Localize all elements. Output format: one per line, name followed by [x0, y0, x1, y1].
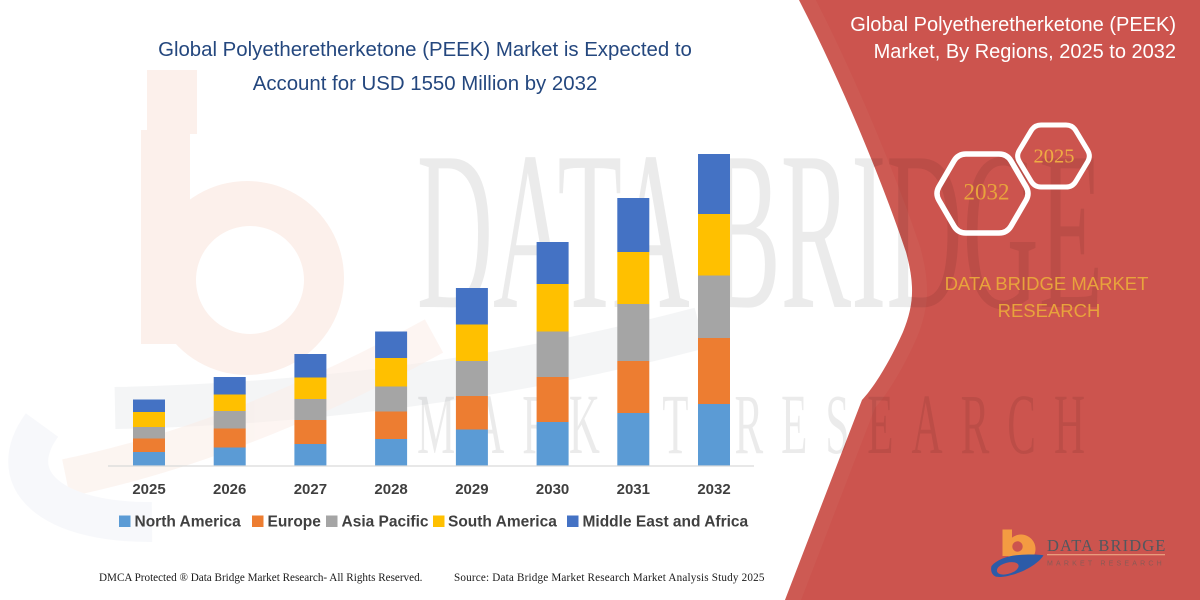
svg-text:Global Polyetheretherketone (P: Global Polyetheretherketone (PEEK) [850, 14, 1176, 36]
svg-text:Source: Data Bridge Market Res: Source: Data Bridge Market Research Mark… [454, 572, 765, 584]
svg-text:2032: 2032 [964, 180, 1010, 205]
svg-text:2029: 2029 [455, 481, 488, 498]
svg-text:North America: North America [135, 514, 242, 531]
svg-text:DATA BRIDGE MARKET: DATA BRIDGE MARKET [945, 273, 1149, 294]
svg-text:South America: South America [448, 514, 557, 531]
svg-text:2032: 2032 [697, 481, 730, 498]
svg-text:2025: 2025 [1034, 146, 1075, 168]
svg-text:2025: 2025 [132, 481, 165, 498]
svg-text:2030: 2030 [536, 481, 569, 498]
svg-text:Market, By Regions, 2025 to 20: Market, By Regions, 2025 to 2032 [874, 41, 1176, 63]
svg-text:MARKET RESEARCH: MARKET RESEARCH [417, 376, 1103, 472]
svg-text:DMCA Protected ® Data Bridge M: DMCA Protected ® Data Bridge Market Rese… [99, 572, 423, 584]
svg-text:RESEARCH: RESEARCH [998, 300, 1101, 321]
svg-text:2027: 2027 [294, 481, 327, 498]
svg-text:DATA BRIDGE: DATA BRIDGE [1047, 536, 1166, 555]
svg-text:Account for USD 1550 Million b: Account for USD 1550 Million by 2032 [253, 73, 598, 95]
svg-text:2026: 2026 [213, 481, 246, 498]
svg-text:Global Polyetheretherketone (P: Global Polyetheretherketone (PEEK) Marke… [158, 39, 692, 61]
svg-text:2031: 2031 [617, 481, 650, 498]
svg-text:Asia Pacific: Asia Pacific [342, 514, 429, 531]
svg-text:2028: 2028 [374, 481, 407, 498]
svg-text:Middle East and Africa: Middle East and Africa [583, 514, 749, 531]
svg-text:Europe: Europe [268, 514, 322, 531]
svg-text:MARKET RESEARCH: MARKET RESEARCH [1047, 561, 1165, 568]
